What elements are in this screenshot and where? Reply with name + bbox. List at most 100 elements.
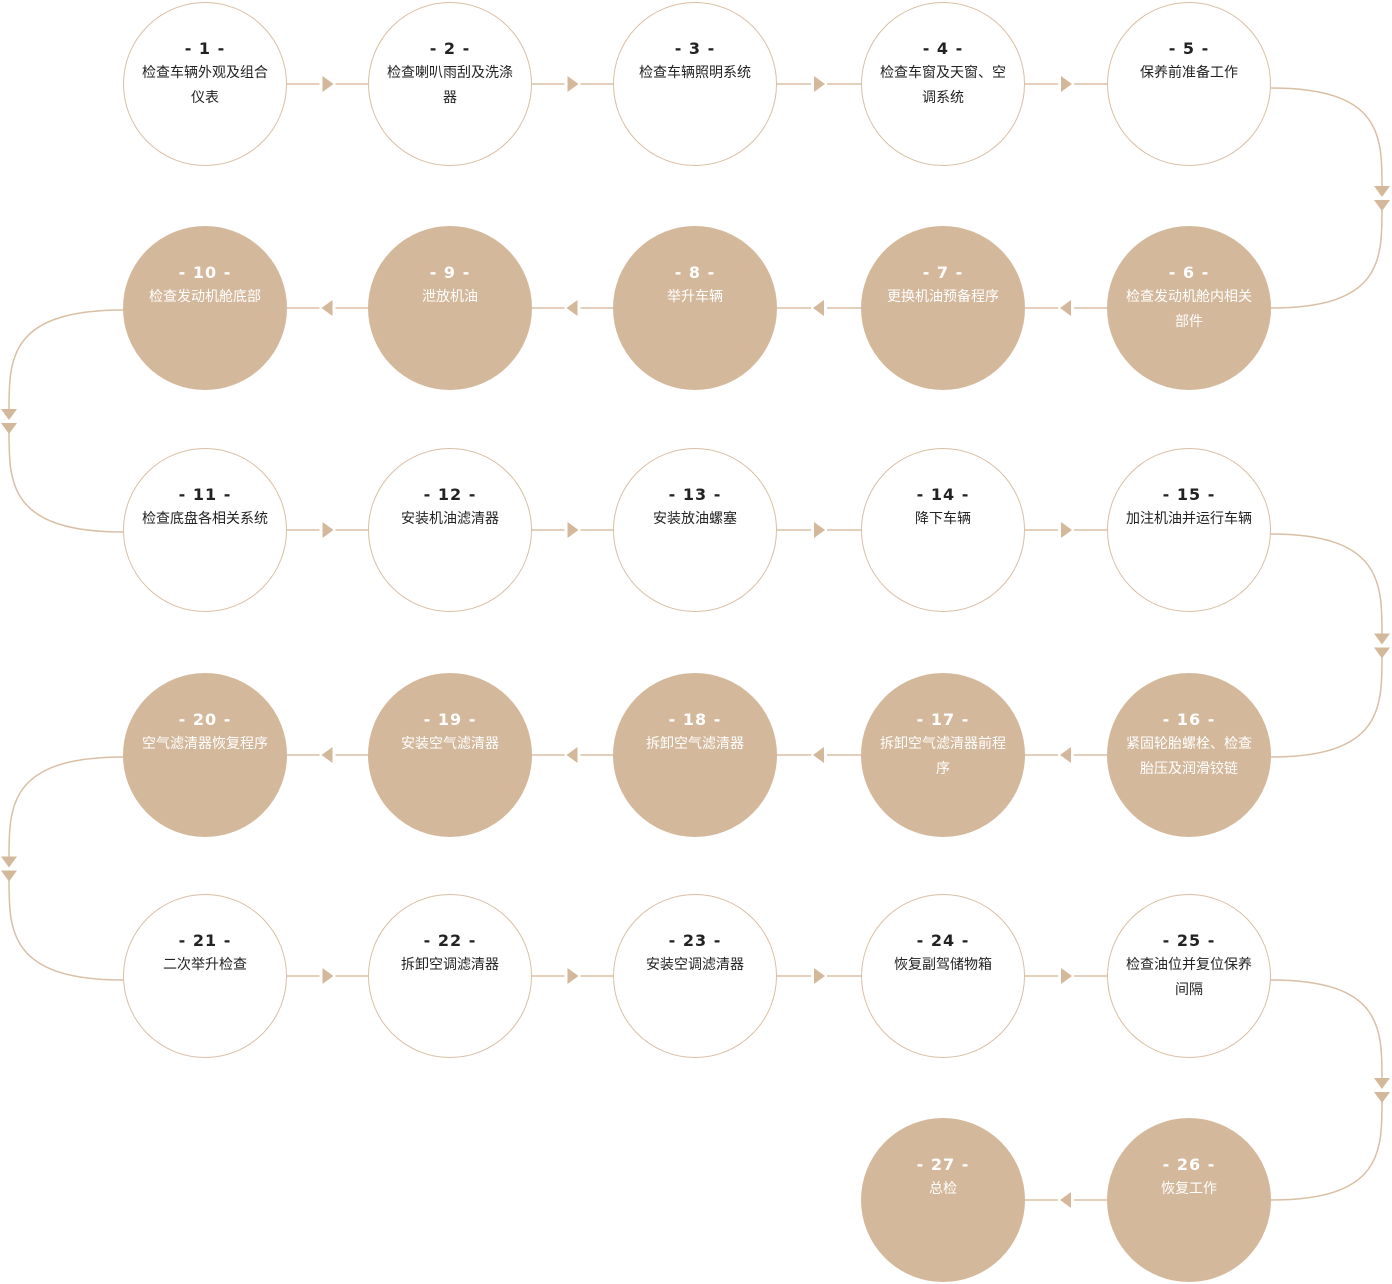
step-node-23: - 23 - 安装空调滤清器	[613, 894, 777, 1058]
step-label: 检查车辆外观及组合仪表	[142, 65, 268, 106]
turn-connector-left	[8, 876, 124, 981]
step-number: - 20 -	[178, 710, 232, 729]
step-number: - 22 -	[423, 931, 477, 950]
step-node-6: - 6 - 检查发动机舱内相关部件	[1107, 226, 1271, 390]
step-number: - 23 -	[668, 931, 722, 950]
step-label: 安装空气滤清器	[401, 736, 499, 752]
arrow-left-icon	[566, 747, 578, 763]
step-label: 更换机油预备程序	[887, 289, 999, 305]
step-node-26: - 26 - 恢复工作	[1107, 1118, 1271, 1282]
step-number: - 7 -	[922, 263, 964, 282]
step-label: 检查底盘各相关系统	[142, 511, 268, 527]
step-node-22: - 22 - 拆卸空调滤清器	[368, 894, 532, 1058]
step-number: - 12 -	[423, 485, 477, 504]
step-node-24: - 24 - 恢复副驾储物箱	[861, 894, 1025, 1058]
step-label: 加注机油并运行车辆	[1126, 511, 1252, 527]
step-node-4: - 4 - 检查车窗及天窗、空调系统	[861, 2, 1025, 166]
turn-connector-right	[1270, 1097, 1383, 1201]
step-number: - 25 -	[1162, 931, 1216, 950]
arrow-left-icon	[813, 300, 824, 316]
arrow-right-icon	[322, 76, 334, 92]
arrow-down-icon	[1, 870, 17, 882]
step-label: 检查油位并复位保养间隔	[1126, 957, 1252, 998]
step-node-3: - 3 - 检查车辆照明系统	[613, 2, 777, 166]
arrow-right-icon	[567, 522, 579, 538]
step-number: - 14 -	[916, 485, 970, 504]
arrow-right-icon	[1061, 968, 1072, 984]
arrow-down-icon	[1374, 1092, 1390, 1103]
arrow-down-icon	[1374, 186, 1390, 197]
arrow-left-icon	[1060, 1192, 1071, 1208]
arrow-left-icon	[1060, 747, 1071, 763]
step-number: - 2 -	[429, 39, 471, 58]
step-node-14: - 14 - 降下车辆	[861, 448, 1025, 612]
step-node-1: - 1 - 检查车辆外观及组合仪表	[123, 2, 287, 166]
step-number: - 4 -	[922, 39, 964, 58]
step-label: 检查喇叭雨刮及洗涤器	[387, 65, 513, 106]
step-number: - 6 -	[1168, 263, 1210, 282]
step-label: 检查发动机舱底部	[149, 289, 261, 305]
step-label: 空气滤清器恢复程序	[142, 736, 268, 752]
step-number: - 27 -	[916, 1155, 970, 1174]
step-number: - 24 -	[916, 931, 970, 950]
step-label: 总检	[929, 1181, 957, 1197]
arrow-left-icon	[321, 300, 333, 316]
step-label: 恢复副驾储物箱	[894, 957, 992, 973]
step-node-5: - 5 - 保养前准备工作	[1107, 2, 1271, 166]
arrow-down-icon	[1374, 647, 1390, 659]
step-label: 检查车窗及天窗、空调系统	[880, 65, 1006, 106]
arrow-right-icon	[1061, 76, 1072, 92]
step-label: 安装机油滤清器	[401, 511, 499, 527]
step-number: - 11 -	[178, 485, 232, 504]
step-number: - 10 -	[178, 263, 232, 282]
step-label: 恢复工作	[1161, 1181, 1217, 1197]
turn-connector-left	[8, 309, 124, 414]
step-label: 安装空调滤清器	[646, 957, 744, 973]
step-node-10: - 10 - 检查发动机舱底部	[123, 226, 287, 390]
step-node-19: - 19 - 安装空气滤清器	[368, 673, 532, 837]
arrow-down-icon	[1374, 633, 1390, 645]
turn-connector-right	[1270, 979, 1383, 1083]
step-node-25: - 25 - 检查油位并复位保养间隔	[1107, 894, 1271, 1058]
arrow-down-icon	[1, 409, 17, 420]
step-node-13: - 13 - 安装放油螺塞	[613, 448, 777, 612]
arrow-right-icon	[1061, 522, 1072, 538]
turn-connector-left	[8, 428, 124, 533]
arrow-left-icon	[566, 300, 578, 316]
arrow-right-icon	[814, 968, 825, 984]
step-number: - 21 -	[178, 931, 232, 950]
step-node-20: - 20 - 空气滤清器恢复程序	[123, 673, 287, 837]
arrow-right-icon	[567, 968, 579, 984]
arrow-right-icon	[814, 522, 825, 538]
step-label: 拆卸空气滤清器前程序	[880, 736, 1006, 777]
step-label: 安装放油螺塞	[653, 511, 737, 527]
step-node-15: - 15 - 加注机油并运行车辆	[1107, 448, 1271, 612]
arrow-right-icon	[814, 76, 825, 92]
step-number: - 16 -	[1162, 710, 1216, 729]
turn-connector-right	[1270, 205, 1383, 309]
arrow-down-icon	[1, 423, 17, 434]
turn-connector-right	[1270, 533, 1383, 638]
step-label: 举升车辆	[667, 289, 723, 305]
step-number: - 5 -	[1168, 39, 1210, 58]
step-label: 拆卸空调滤清器	[401, 957, 499, 973]
arrow-down-icon	[1374, 200, 1390, 211]
step-label: 检查发动机舱内相关部件	[1126, 289, 1252, 330]
turn-connector-right	[1270, 653, 1383, 758]
step-node-27: - 27 - 总检	[861, 1118, 1025, 1282]
step-node-17: - 17 - 拆卸空气滤清器前程序	[861, 673, 1025, 837]
step-number: - 19 -	[423, 710, 477, 729]
arrow-left-icon	[813, 747, 824, 763]
step-label: 泄放机油	[422, 289, 478, 305]
step-label: 二次举升检查	[163, 957, 247, 973]
step-label: 紧固轮胎螺栓、检查胎压及润滑铰链	[1126, 736, 1252, 777]
step-node-11: - 11 - 检查底盘各相关系统	[123, 448, 287, 612]
step-label: 保养前准备工作	[1140, 65, 1238, 81]
step-number: - 18 -	[668, 710, 722, 729]
step-number: - 26 -	[1162, 1155, 1216, 1174]
step-number: - 1 -	[184, 39, 226, 58]
step-label: 降下车辆	[915, 511, 971, 527]
arrow-right-icon	[567, 76, 579, 92]
step-label: 拆卸空气滤清器	[646, 736, 744, 752]
